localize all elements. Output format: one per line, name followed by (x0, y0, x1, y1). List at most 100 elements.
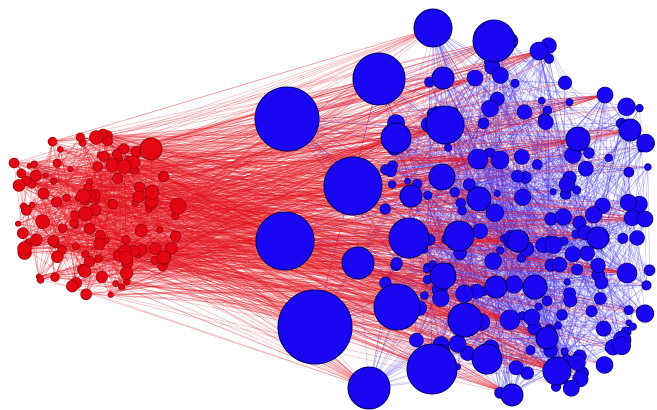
edge (98, 108, 491, 259)
edge (564, 285, 647, 352)
edge (119, 50, 540, 151)
edge (542, 110, 548, 246)
edge (428, 124, 443, 353)
edge (28, 185, 354, 244)
edge (124, 166, 650, 271)
edge (96, 129, 631, 138)
edge (26, 180, 488, 360)
edge (469, 184, 647, 286)
edge (43, 193, 77, 247)
edge (499, 100, 542, 161)
edge (18, 185, 599, 239)
edge (442, 264, 560, 277)
edge (82, 142, 127, 258)
edge (431, 83, 516, 370)
edge (45, 175, 164, 177)
edge (84, 260, 155, 272)
blue-node (390, 257, 403, 270)
edge (23, 94, 606, 207)
edge (444, 124, 646, 220)
edge (604, 94, 634, 327)
edge (82, 110, 548, 270)
blue-node (323, 156, 383, 216)
edge (80, 136, 552, 266)
edge (89, 118, 288, 230)
edge (441, 106, 627, 120)
edge (104, 27, 434, 157)
edge (94, 194, 558, 372)
edge (503, 238, 531, 351)
edge (454, 45, 549, 131)
blue-node (619, 194, 637, 212)
edge (509, 40, 630, 173)
edge (96, 200, 316, 328)
edge (538, 50, 568, 185)
edge (116, 153, 410, 239)
edge (509, 40, 525, 113)
edge (17, 118, 288, 224)
red-node (170, 230, 182, 242)
edge (473, 129, 631, 191)
edge (447, 147, 552, 331)
edge (482, 159, 501, 292)
edge (452, 123, 513, 396)
red-node (92, 161, 103, 172)
blue-node (568, 353, 586, 371)
edge (136, 151, 648, 168)
edge (38, 238, 448, 277)
edge (474, 50, 540, 79)
edge (126, 281, 581, 380)
red-node (112, 149, 123, 160)
red-node (50, 177, 57, 185)
edge (478, 198, 594, 216)
edge (452, 123, 544, 246)
edge (458, 235, 528, 374)
edge (100, 155, 628, 274)
edge (499, 159, 513, 238)
edge (87, 187, 171, 249)
edge (18, 185, 116, 284)
edge (442, 77, 525, 113)
red-node (89, 130, 104, 145)
edge (396, 263, 548, 339)
edge (85, 78, 380, 295)
edge (112, 164, 354, 187)
edge (155, 218, 552, 249)
edge (150, 137, 397, 204)
edge (24, 202, 136, 249)
edge (100, 230, 142, 237)
edge (494, 205, 603, 214)
edge (36, 124, 446, 241)
edge (133, 77, 444, 252)
edge (61, 142, 83, 250)
edge (21, 137, 397, 174)
red-node (98, 150, 110, 162)
edge (509, 40, 599, 239)
edge (24, 118, 288, 253)
edge (486, 177, 526, 360)
edge (112, 164, 398, 308)
edge (22, 135, 108, 234)
edge (71, 148, 125, 287)
blue-node (485, 203, 504, 222)
edge (155, 248, 563, 316)
red-node (157, 171, 169, 183)
edge (357, 262, 614, 348)
edge (604, 94, 647, 286)
edge (597, 123, 622, 239)
blue-node (538, 114, 554, 130)
edge (116, 78, 380, 155)
edge (97, 166, 122, 288)
red-node (134, 224, 148, 238)
edge (125, 78, 380, 240)
edge (87, 187, 316, 328)
edge (125, 158, 479, 259)
edge (102, 133, 565, 352)
edge (99, 77, 444, 245)
edge (99, 133, 104, 236)
edge (66, 94, 606, 199)
edge (165, 256, 370, 389)
edge (151, 200, 171, 249)
edge (118, 214, 594, 256)
edge (391, 132, 647, 286)
